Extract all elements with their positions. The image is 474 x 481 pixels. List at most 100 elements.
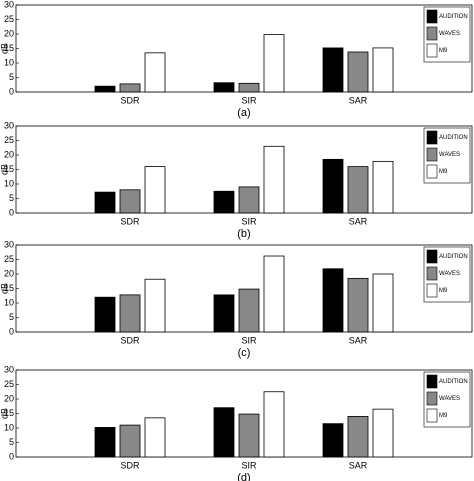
y-tick-label: 20 <box>4 28 14 38</box>
bar <box>94 85 116 93</box>
x-tick-label: SIR <box>241 216 257 226</box>
legend-label: WAVES <box>439 396 460 402</box>
legend-swatch <box>426 283 438 298</box>
y-tick-label: 0 <box>9 326 14 336</box>
bar <box>238 82 260 93</box>
legend-swatch <box>426 164 438 179</box>
y-tick-label: 20 <box>4 149 14 159</box>
bar <box>238 413 260 458</box>
x-tick-label: SIR <box>241 460 257 470</box>
bar <box>322 423 344 458</box>
bar <box>238 186 260 214</box>
legend-swatch <box>426 9 438 24</box>
legend-label: AUDITION <box>439 14 468 20</box>
bar <box>213 407 235 458</box>
y-tick-label: 10 <box>4 422 14 432</box>
legend-swatch <box>426 266 438 281</box>
legend-swatch <box>426 391 438 406</box>
legend-label: M9 <box>439 413 448 419</box>
x-tick-label: SDR <box>120 460 140 470</box>
bar <box>94 191 116 214</box>
y-tick-label: 15 <box>4 164 14 174</box>
bar <box>263 255 285 333</box>
legend-label: AUDITION <box>439 254 468 260</box>
bar <box>263 145 285 214</box>
y-tick-label: 5 <box>9 312 14 322</box>
y-tick-label: 30 <box>4 239 14 249</box>
y-axis-label: dB <box>0 408 9 419</box>
y-tick-label: 5 <box>9 437 14 447</box>
bar <box>372 273 394 333</box>
bar <box>263 34 285 93</box>
x-tick-label: SDR <box>120 335 140 345</box>
bar <box>213 82 235 93</box>
bar <box>213 190 235 214</box>
bar <box>213 294 235 333</box>
bar <box>94 427 116 458</box>
x-tick-label: SIR <box>241 95 257 105</box>
y-tick-label: 10 <box>4 297 14 307</box>
bar <box>144 166 166 214</box>
bar <box>347 166 369 214</box>
bar <box>144 52 166 93</box>
legend-swatch <box>426 26 438 41</box>
plot-area <box>15 4 473 93</box>
legend-label: WAVES <box>439 31 460 37</box>
y-tick-label: 25 <box>4 135 14 145</box>
bar <box>347 415 369 458</box>
bar <box>119 294 141 333</box>
bar <box>238 288 260 333</box>
x-tick-label: SAR <box>349 460 368 470</box>
x-tick-label: SIR <box>241 335 257 345</box>
legend-label: M9 <box>439 48 448 54</box>
y-tick-label: 15 <box>4 408 14 418</box>
bar <box>372 160 394 214</box>
y-tick-label: 15 <box>4 43 14 53</box>
legend-label: AUDITION <box>439 379 468 385</box>
bar <box>347 277 369 333</box>
y-tick-label: 20 <box>4 268 14 278</box>
y-tick-label: 0 <box>9 207 14 217</box>
y-tick-label: 20 <box>4 393 14 403</box>
y-tick-label: 10 <box>4 57 14 67</box>
x-tick-label: SDR <box>120 216 140 226</box>
bar <box>119 424 141 458</box>
y-tick-label: 25 <box>4 254 14 264</box>
legend-swatch <box>426 43 438 58</box>
y-tick-label: 30 <box>4 120 14 130</box>
y-axis-label: dB <box>0 283 9 294</box>
bar <box>144 417 166 458</box>
caption: (c) <box>238 347 251 359</box>
x-tick-label: SDR <box>120 95 140 105</box>
y-tick-label: 5 <box>9 72 14 82</box>
bar <box>119 189 141 214</box>
y-tick-label: 25 <box>4 14 14 24</box>
legend-swatch <box>426 408 438 423</box>
y-tick-label: 5 <box>9 193 14 203</box>
legend-label: WAVES <box>439 152 460 158</box>
bar <box>322 47 344 93</box>
bar <box>347 51 369 93</box>
y-tick-label: 0 <box>9 451 14 461</box>
legend-swatch <box>426 147 438 162</box>
x-tick-label: SAR <box>349 95 368 105</box>
bar <box>119 83 141 93</box>
bar <box>322 158 344 214</box>
caption: (d) <box>237 472 250 481</box>
y-tick-label: 25 <box>4 379 14 389</box>
legend-swatch <box>426 249 438 264</box>
bar <box>263 391 285 458</box>
caption: (b) <box>237 228 250 240</box>
legend-label: AUDITION <box>439 135 468 141</box>
y-tick-label: 30 <box>4 0 14 9</box>
bar <box>372 408 394 458</box>
x-tick-label: SAR <box>349 216 368 226</box>
bar <box>372 47 394 93</box>
y-tick-label: 30 <box>4 364 14 374</box>
bar <box>322 268 344 333</box>
y-tick-label: 10 <box>4 178 14 188</box>
legend-swatch <box>426 374 438 389</box>
caption: (a) <box>237 107 250 119</box>
y-axis-label: dB <box>0 43 9 54</box>
